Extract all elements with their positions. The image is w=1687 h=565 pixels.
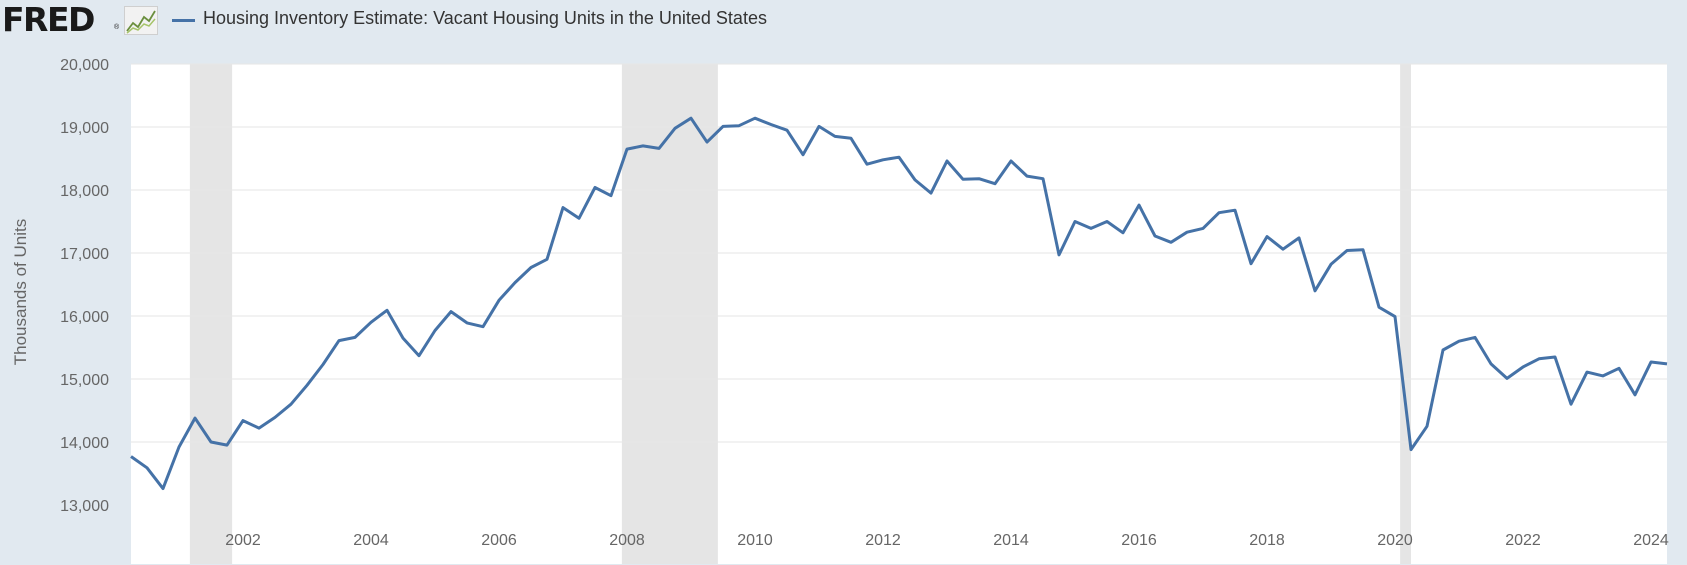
y-axis-label: Thousands of Units <box>11 219 30 365</box>
x-tick-label: 2012 <box>865 532 901 549</box>
y-tick-label: 20,000 <box>60 57 109 74</box>
y-tick-label: 14,000 <box>60 435 109 452</box>
chart-header: FRED ® Housing Inventory Estimate: Vacan… <box>0 0 1687 40</box>
legend-series-swatch <box>172 19 195 22</box>
y-tick-label: 16,000 <box>60 309 109 326</box>
x-tick-label: 2006 <box>481 532 517 549</box>
recession-band <box>1400 64 1411 564</box>
y-axis-tick-labels: 13,000 14,000 15,000 16,000 17,000 18,000 19,0… <box>60 57 109 515</box>
recession-band <box>189 64 233 564</box>
x-tick-label: 2008 <box>609 532 645 549</box>
x-tick-label: 2002 <box>225 532 261 549</box>
gridlines <box>131 63 1667 443</box>
x-tick-label: 2020 <box>1377 532 1413 549</box>
y-tick-label: 19,000 <box>60 120 109 137</box>
fred-logo[interactable]: FRED <box>2 0 95 39</box>
plot-area <box>131 64 1667 564</box>
x-tick-label: 2018 <box>1249 532 1285 549</box>
x-tick-label: 2014 <box>993 532 1029 549</box>
y-tick-label: 18,000 <box>60 183 109 200</box>
x-tick-label: 2016 <box>1121 532 1157 549</box>
series-line[interactable] <box>130 116 1668 491</box>
fred-graph-icon[interactable] <box>124 6 158 35</box>
legend-series-label[interactable]: Housing Inventory Estimate: Vacant Housi… <box>203 8 767 28</box>
y-tick-label: 17,000 <box>60 246 109 263</box>
registered-mark: ® <box>114 24 120 31</box>
x-tick-label: 2010 <box>737 532 773 549</box>
x-tick-label: 2004 <box>353 532 389 549</box>
y-tick-label: 13,000 <box>60 498 109 515</box>
x-axis-tick-labels: 2002 2004 2006 2008 2010 2012 2014 2016 2018 2020… <box>225 532 1669 549</box>
y-tick-label: 15,000 <box>60 372 109 389</box>
x-tick-label: 2024 <box>1633 532 1669 549</box>
x-tick-label: 2022 <box>1505 532 1541 549</box>
